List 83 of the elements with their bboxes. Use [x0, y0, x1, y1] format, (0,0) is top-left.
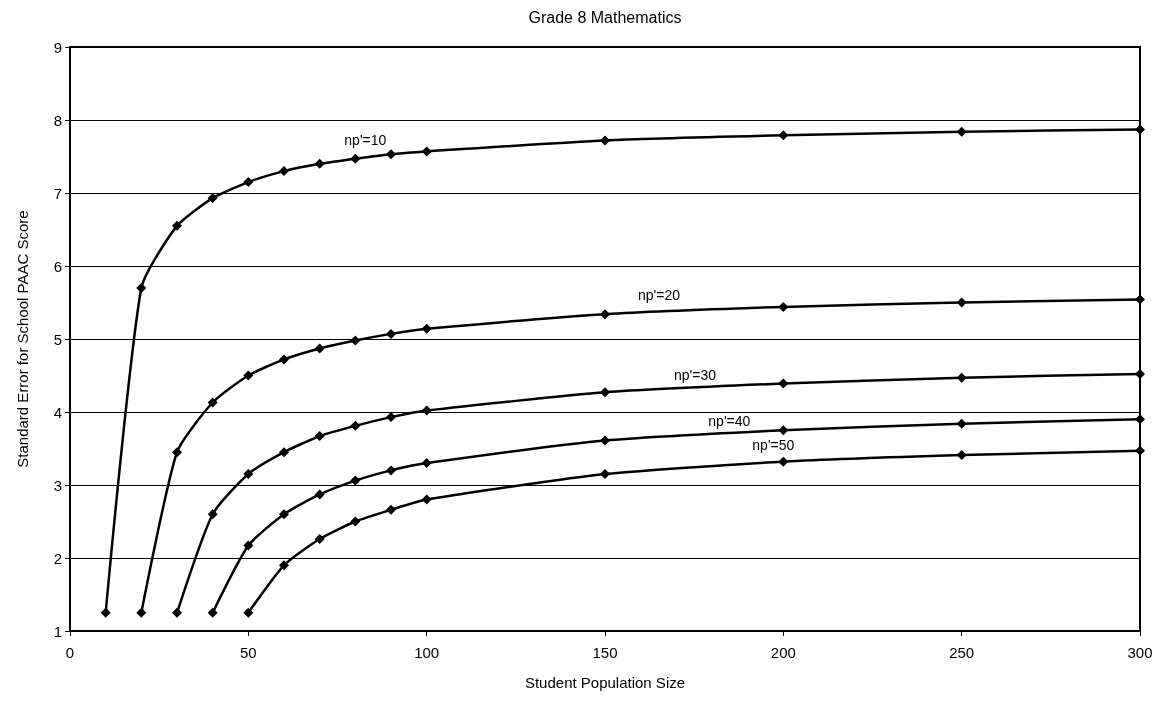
point [243, 540, 254, 551]
point [350, 516, 361, 527]
point [386, 149, 396, 160]
y-tick-label: 2 [53, 549, 62, 567]
point [243, 177, 254, 188]
point [600, 309, 610, 320]
point [778, 301, 789, 312]
point [600, 435, 610, 446]
point [778, 425, 789, 436]
point [956, 418, 967, 429]
point [314, 534, 325, 545]
x-tick-label: 150 [592, 644, 618, 661]
point [386, 328, 396, 339]
point [600, 469, 610, 480]
point [172, 607, 182, 618]
point [600, 387, 610, 398]
y-tick-label: 7 [53, 184, 62, 202]
point [956, 450, 967, 461]
x-axis-title: Student Population Size [524, 674, 686, 691]
point [172, 447, 182, 458]
point [207, 509, 218, 520]
y-tick-label: 1 [53, 622, 62, 640]
point [279, 447, 289, 458]
point [136, 282, 147, 293]
point [386, 465, 396, 476]
point [421, 494, 432, 505]
point [1135, 124, 1145, 135]
point [350, 153, 361, 164]
series-label: np'=30 [674, 367, 717, 384]
point [956, 297, 967, 308]
point [350, 475, 361, 486]
y-tick-label: 5 [53, 330, 62, 348]
point [956, 372, 967, 383]
point [243, 469, 254, 480]
point [100, 607, 111, 618]
point [172, 220, 182, 231]
x-tick-label: 100 [414, 644, 440, 661]
chart-title: Grade 8 Mathematics [528, 8, 682, 26]
point [207, 397, 218, 408]
series-label: np'=10 [344, 131, 387, 148]
y-tick-label: 4 [53, 403, 62, 421]
x-tick-label: 250 [949, 644, 975, 661]
point [778, 456, 789, 467]
point [1135, 294, 1145, 305]
y-tick-label: 6 [53, 257, 62, 275]
point [778, 130, 789, 141]
point [207, 193, 218, 204]
y-tick-label: 3 [53, 476, 62, 494]
point [314, 343, 325, 354]
x-tick-label: 300 [1127, 644, 1153, 661]
point [1135, 445, 1145, 456]
point [421, 458, 432, 469]
point [207, 607, 218, 618]
point [350, 335, 361, 346]
point [386, 412, 396, 423]
point [956, 126, 967, 137]
y-tick-label: 8 [53, 111, 62, 129]
point [279, 354, 289, 365]
series-label: np'=20 [638, 287, 681, 304]
point [386, 504, 396, 515]
x-tick-label: 50 [239, 644, 257, 661]
x-tick-label: 200 [770, 644, 796, 661]
point [778, 378, 789, 389]
series-label: np'=50 [752, 436, 795, 453]
point [421, 323, 432, 334]
point [350, 420, 361, 431]
point [136, 607, 147, 618]
point [1135, 414, 1145, 425]
point [243, 370, 254, 381]
y-tick-label: 9 [53, 38, 62, 56]
y-axis-title: Standard Error for School PAAC Score [14, 210, 31, 468]
point [279, 166, 289, 177]
point [314, 431, 325, 442]
point [314, 489, 325, 500]
series-label: np'=40 [708, 413, 751, 430]
point [279, 560, 289, 571]
x-tick-label: 0 [65, 644, 75, 661]
point [421, 146, 432, 157]
point [243, 607, 254, 618]
point [279, 509, 289, 520]
point [600, 135, 610, 146]
point [314, 158, 325, 169]
point [421, 405, 432, 416]
